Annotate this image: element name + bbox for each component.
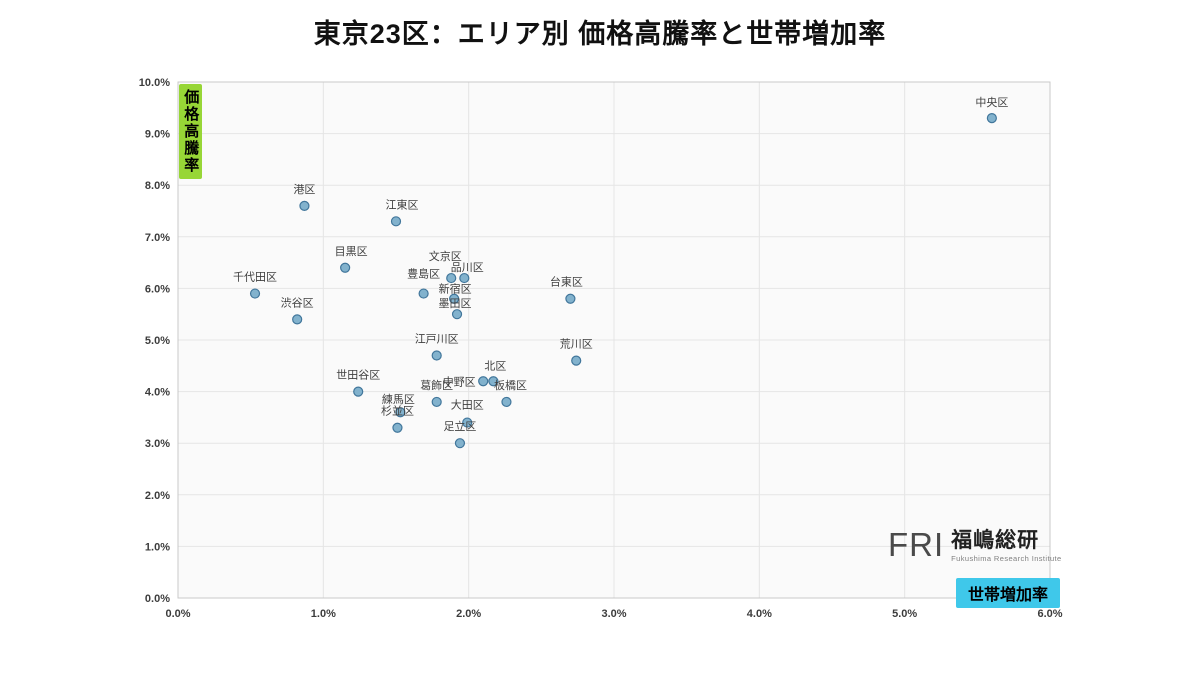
data-point-label: 板橋区 <box>494 378 527 392</box>
data-point-世田谷区 <box>353 386 364 397</box>
y-tick-label: 1.0% <box>145 541 170 553</box>
data-point-足立区 <box>454 438 466 449</box>
chart-title: 東京23区：エリア別 価格高騰率と世帯増加率 <box>313 19 887 49</box>
data-point-板橋区 <box>501 396 512 408</box>
data-point-label: 世田谷区 <box>336 369 380 382</box>
data-point-label: 中央区 <box>975 96 1008 109</box>
x-tick-label: 0.0% <box>165 608 190 620</box>
y-tick-label: 3.0% <box>145 438 170 450</box>
data-point-台東区 <box>565 293 576 304</box>
data-point-label: 新宿区 <box>439 282 472 296</box>
data-point-label: 品川区 <box>451 261 484 274</box>
data-point-label: 千代田区 <box>233 271 277 284</box>
x-tick-label: 3.0% <box>601 608 626 620</box>
data-point-label: 杉並区 <box>381 404 414 418</box>
logo-text: 福嶋総研 Fukushima Research Institute <box>951 528 1061 563</box>
logo-subtitle: Fukushima Research Institute <box>951 554 1062 564</box>
data-point-杉並区 <box>392 422 403 433</box>
data-point-label: 港区 <box>293 183 315 196</box>
y-axis-label: 価格高騰率 <box>179 84 203 179</box>
y-tick-label: 7.0% <box>145 232 170 244</box>
x-tick-label: 4.0% <box>747 608 772 620</box>
data-point-label: 江東区 <box>386 198 419 211</box>
data-point-label: 大田区 <box>451 398 484 412</box>
y-tick-label: 9.0% <box>145 129 170 141</box>
data-point-豊島区 <box>418 288 429 299</box>
data-point-中野区 <box>478 376 489 387</box>
data-point-目黒区 <box>340 262 351 273</box>
logo-acronym-fri: FRI <box>888 526 945 563</box>
logo-company-name: 福嶋総研 <box>951 529 1040 552</box>
x-axis-label: 世帯増加率 <box>956 578 1061 608</box>
y-tick-label: 8.0% <box>145 180 170 192</box>
data-point-葛飾区 <box>431 396 442 408</box>
data-point-中央区 <box>986 113 997 124</box>
x-tick-label: 6.0% <box>1037 608 1062 620</box>
data-point-荒川区 <box>571 355 582 366</box>
data-point-江戸川区 <box>431 350 442 361</box>
y-tick-label: 4.0% <box>145 387 170 399</box>
y-tick-label: 2.0% <box>145 490 170 502</box>
data-point-練馬区 <box>395 407 406 418</box>
data-point-label: 墨田区 <box>439 297 472 310</box>
data-point-label: 足立区 <box>443 419 476 433</box>
data-point-大田区 <box>462 417 473 428</box>
data-point-新宿区 <box>449 293 460 304</box>
data-point-label: 渋谷区 <box>281 296 314 309</box>
data-point-label: 江戸川区 <box>415 332 459 345</box>
data-point-港区 <box>299 200 310 211</box>
data-point-江東区 <box>390 216 402 227</box>
data-point-label: 文京区 <box>429 249 462 263</box>
y-tick-label: 5.0% <box>145 335 170 347</box>
y-tick-label: 10.0% <box>139 77 170 89</box>
y-tick-label: 6.0% <box>145 283 170 295</box>
data-point-label: 北区 <box>484 359 506 372</box>
data-point-label: 中野区 <box>443 375 476 388</box>
logo: FRI 福嶋総研 Fukushima Research Institute <box>888 528 1062 563</box>
data-point-label: 荒川区 <box>560 338 593 351</box>
data-point-label: 目黒区 <box>335 245 368 258</box>
data-point-label: 練馬区 <box>382 392 415 406</box>
y-tick-label: 0.0% <box>145 593 170 605</box>
x-tick-label: 1.0% <box>311 608 336 620</box>
data-point-千代田区 <box>249 288 261 299</box>
data-point-渋谷区 <box>292 314 303 325</box>
data-point-北区 <box>488 376 499 387</box>
data-point-文京区 <box>446 272 457 284</box>
x-tick-label: 5.0% <box>892 608 917 620</box>
data-point-品川区 <box>459 272 470 284</box>
data-point-label: 台東区 <box>550 275 583 289</box>
x-tick-label: 2.0% <box>456 608 481 620</box>
data-point-墨田区 <box>451 309 463 320</box>
data-point-label: 葛飾区 <box>420 379 453 392</box>
plot-border <box>177 81 1051 599</box>
data-point-label: 豊島区 <box>407 267 440 281</box>
